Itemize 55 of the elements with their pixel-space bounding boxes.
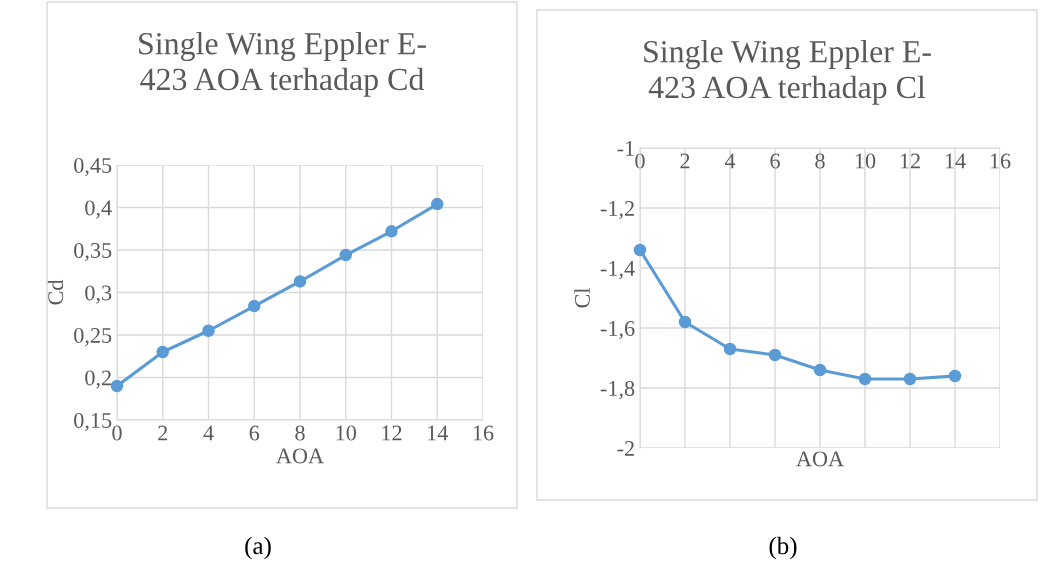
text: (a) <box>245 536 271 560</box>
y-tick-label: -1,4 <box>600 261 635 280</box>
x-tick-label: 6 <box>770 153 780 169</box>
x-tick-label: 2 <box>158 425 168 441</box>
x-tick-label: 12 <box>900 153 920 169</box>
y-tick-label: -1 <box>617 141 634 156</box>
point <box>110 379 124 393</box>
y-tick-label: 0,4 <box>85 200 112 219</box>
chart-title: Single Wing Eppler E-423 AOA terhadap Cd <box>139 32 426 97</box>
y-tick-label: -2 <box>617 440 634 456</box>
chart-title: Single Wing Eppler E-423 AOA terhadap Cl <box>644 40 931 105</box>
x-tick-label: 4 <box>724 153 736 169</box>
x-tick-label: 16 <box>990 153 1011 169</box>
x-tick-label: 14 <box>428 425 449 441</box>
y-tick-label: 0,25 <box>74 327 112 347</box>
y-axis-title: Cd <box>47 279 64 305</box>
x-tick-label: 2 <box>680 153 690 169</box>
x-tick-label: 0 <box>112 425 122 441</box>
y-tick-label: -1,2 <box>600 200 634 220</box>
x-tick-label: 8 <box>815 153 825 169</box>
y-axis-title: Cl <box>574 287 590 308</box>
point <box>948 369 962 383</box>
y-tick-label: 0,2 <box>85 370 111 389</box>
x-tick-label: 14 <box>945 153 966 169</box>
point <box>339 248 353 262</box>
y-tick-label: 0,3 <box>85 285 112 304</box>
y-tick-label: 0,35 <box>74 242 112 262</box>
x-tick-label: 12 <box>382 425 402 441</box>
y-tick-label: 0,15 <box>74 412 112 432</box>
x-tick-label: 0 <box>635 153 645 169</box>
x-tick-label: 6 <box>249 425 260 441</box>
y-tick-label: -1,6 <box>600 320 635 340</box>
point <box>385 225 398 238</box>
y-tick-label: 0,45 <box>74 157 112 177</box>
x-tick-label: 4 <box>203 425 214 441</box>
x-tick-label: 8 <box>295 425 305 441</box>
point <box>723 342 737 356</box>
point <box>293 275 307 288</box>
point <box>633 243 647 257</box>
x-tick-label: 16 <box>473 425 494 441</box>
point <box>678 315 692 329</box>
y-tick-label: -1,8 <box>600 380 635 400</box>
x-tick-label: 10 <box>855 153 876 169</box>
point <box>768 348 782 362</box>
text: (b) <box>769 536 797 560</box>
x-axis-title: AOA <box>796 451 844 467</box>
point <box>247 299 261 313</box>
point <box>430 197 444 211</box>
point <box>156 345 170 359</box>
point <box>858 372 872 386</box>
x-axis-title: AOA <box>276 448 324 464</box>
point <box>903 372 917 386</box>
x-tick-label: 10 <box>336 425 357 441</box>
point <box>202 324 215 338</box>
point <box>813 363 827 377</box>
